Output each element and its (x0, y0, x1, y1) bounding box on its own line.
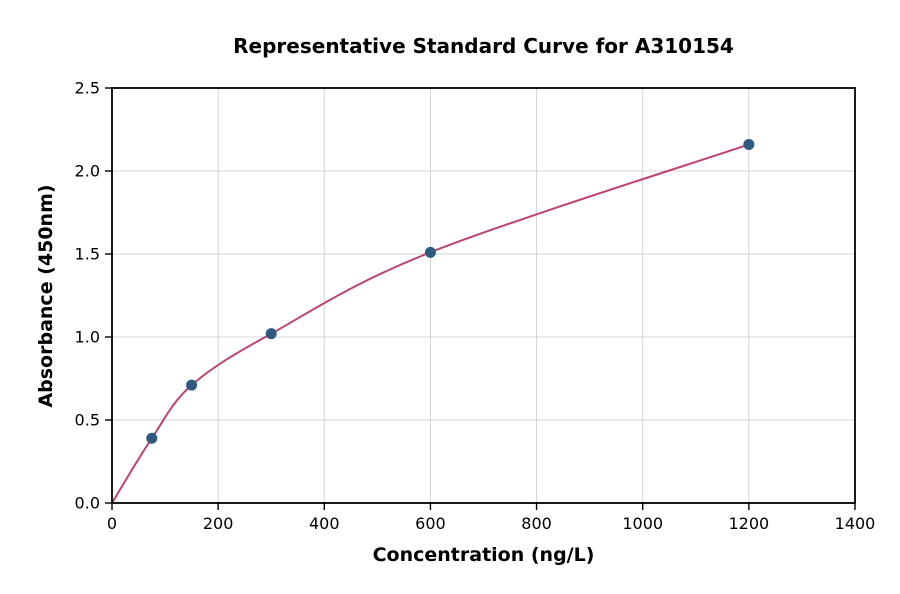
plot-border (111, 87, 856, 504)
y-tick-label: 1.5 (75, 245, 100, 264)
y-tick-label: 0.5 (75, 411, 100, 430)
x-tick-label: 1200 (728, 514, 769, 533)
data-point (424, 246, 436, 258)
chart-title: Representative Standard Curve for A31015… (233, 34, 734, 58)
y-tick-label: 0.0 (75, 494, 100, 513)
x-tick-label: 600 (415, 514, 446, 533)
tick-labels: 0 200 400 600 800 1000 1200 1400 0.0 0.5 1.0 1.5 2.0… (75, 79, 876, 533)
tick-marks (105, 87, 856, 510)
data-point (186, 379, 198, 391)
y-tick-label: 1.0 (75, 328, 100, 347)
y-tick-label: 2.0 (75, 162, 100, 181)
x-tick-label: 0 (107, 514, 117, 533)
x-tick-label: 200 (203, 514, 234, 533)
x-tick-label: 1000 (622, 514, 663, 533)
data-points (146, 138, 755, 444)
x-axis-label: Concentration (ng/L) (372, 544, 595, 566)
grid (111, 87, 856, 504)
data-point (743, 138, 755, 150)
data-point (265, 328, 277, 340)
x-tick-label: 400 (309, 514, 340, 533)
y-tick-label: 2.5 (75, 79, 100, 98)
x-tick-label: 1400 (835, 514, 876, 533)
x-tick-label: 800 (521, 514, 552, 533)
data-point (146, 432, 158, 444)
